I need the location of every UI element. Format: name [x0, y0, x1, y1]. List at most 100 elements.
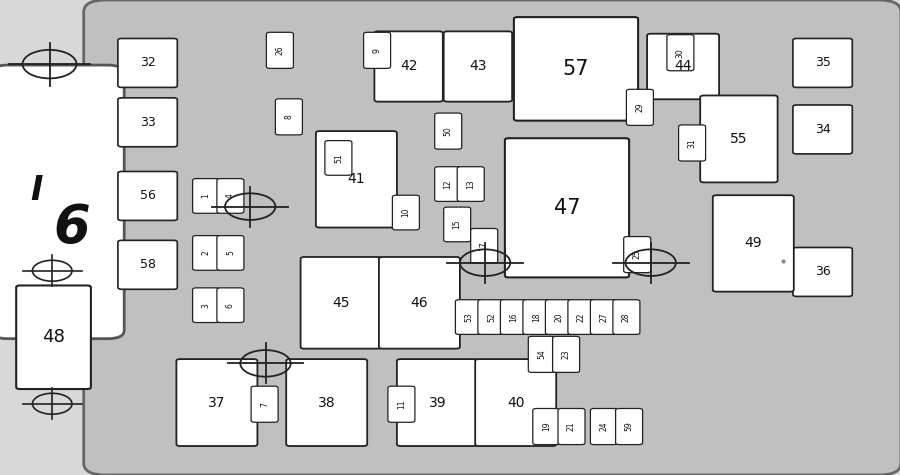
Text: 38: 38	[318, 396, 336, 409]
FancyBboxPatch shape	[118, 38, 177, 87]
FancyBboxPatch shape	[528, 336, 555, 372]
Text: 28: 28	[622, 313, 631, 322]
Text: 20: 20	[554, 312, 563, 322]
FancyBboxPatch shape	[388, 386, 415, 422]
FancyBboxPatch shape	[286, 359, 367, 446]
FancyBboxPatch shape	[251, 386, 278, 422]
Text: 48: 48	[42, 328, 65, 346]
Text: 43: 43	[469, 59, 487, 74]
FancyBboxPatch shape	[624, 237, 651, 273]
FancyBboxPatch shape	[193, 236, 220, 270]
Text: 55: 55	[730, 132, 748, 146]
FancyBboxPatch shape	[457, 167, 484, 201]
Text: 7: 7	[260, 402, 269, 407]
Text: 57: 57	[562, 59, 590, 79]
FancyBboxPatch shape	[700, 95, 778, 182]
FancyBboxPatch shape	[553, 336, 580, 372]
FancyBboxPatch shape	[374, 31, 443, 102]
Text: 24: 24	[599, 422, 608, 431]
Text: 29: 29	[635, 103, 644, 112]
FancyBboxPatch shape	[193, 179, 220, 213]
FancyBboxPatch shape	[793, 38, 852, 87]
Text: 31: 31	[688, 138, 697, 148]
FancyBboxPatch shape	[793, 247, 852, 296]
FancyBboxPatch shape	[616, 408, 643, 445]
FancyBboxPatch shape	[379, 257, 460, 349]
Text: 52: 52	[487, 312, 496, 322]
Text: 17: 17	[480, 241, 489, 251]
Text: 25: 25	[633, 250, 642, 259]
FancyBboxPatch shape	[545, 300, 572, 334]
Text: 23: 23	[562, 350, 571, 359]
Text: 47: 47	[554, 198, 580, 218]
FancyBboxPatch shape	[533, 408, 560, 445]
Text: 19: 19	[542, 422, 551, 431]
FancyBboxPatch shape	[455, 300, 482, 334]
FancyBboxPatch shape	[217, 179, 244, 213]
Text: 21: 21	[567, 422, 576, 431]
Text: 44: 44	[674, 59, 692, 74]
FancyBboxPatch shape	[478, 300, 505, 334]
Text: 11: 11	[397, 399, 406, 409]
FancyBboxPatch shape	[475, 359, 556, 446]
Text: 54: 54	[537, 350, 546, 359]
Text: 3: 3	[202, 303, 211, 308]
FancyBboxPatch shape	[471, 228, 498, 263]
FancyBboxPatch shape	[118, 98, 177, 147]
Text: 45: 45	[332, 296, 350, 310]
Text: 41: 41	[347, 172, 365, 186]
FancyBboxPatch shape	[613, 300, 640, 334]
FancyBboxPatch shape	[364, 32, 391, 68]
FancyBboxPatch shape	[590, 408, 617, 445]
FancyBboxPatch shape	[118, 171, 177, 220]
Text: 50: 50	[444, 126, 453, 136]
Text: 59: 59	[625, 422, 634, 431]
Text: 4: 4	[226, 193, 235, 199]
Text: 32: 32	[140, 57, 156, 69]
FancyBboxPatch shape	[193, 288, 220, 323]
FancyBboxPatch shape	[316, 131, 397, 228]
FancyBboxPatch shape	[301, 257, 382, 349]
FancyBboxPatch shape	[84, 0, 900, 475]
FancyBboxPatch shape	[667, 35, 694, 71]
FancyBboxPatch shape	[435, 167, 462, 201]
FancyBboxPatch shape	[392, 195, 419, 230]
Text: 5: 5	[226, 250, 235, 256]
FancyBboxPatch shape	[558, 408, 585, 445]
Text: 6: 6	[226, 303, 235, 308]
Text: 42: 42	[400, 59, 418, 74]
FancyBboxPatch shape	[568, 300, 595, 334]
FancyBboxPatch shape	[118, 240, 177, 289]
Text: 13: 13	[466, 179, 475, 189]
Text: 18: 18	[532, 313, 541, 322]
Text: 27: 27	[599, 312, 608, 322]
Text: 1: 1	[202, 194, 211, 199]
Text: 9: 9	[373, 48, 382, 53]
FancyBboxPatch shape	[590, 300, 617, 334]
FancyBboxPatch shape	[626, 89, 653, 125]
FancyBboxPatch shape	[500, 300, 527, 334]
Text: 58: 58	[140, 258, 156, 271]
Text: 53: 53	[464, 312, 473, 322]
FancyBboxPatch shape	[397, 359, 478, 446]
Text: 10: 10	[401, 208, 410, 218]
Text: 12: 12	[444, 180, 453, 189]
Text: 39: 39	[428, 396, 446, 409]
Text: 26: 26	[275, 46, 284, 55]
Text: I: I	[30, 173, 42, 207]
FancyBboxPatch shape	[217, 288, 244, 323]
Text: 30: 30	[676, 48, 685, 57]
Text: 36: 36	[814, 266, 831, 278]
Text: 56: 56	[140, 190, 156, 202]
FancyBboxPatch shape	[505, 138, 629, 277]
FancyBboxPatch shape	[16, 285, 91, 389]
Text: 35: 35	[814, 57, 831, 69]
Text: 46: 46	[410, 296, 428, 310]
FancyBboxPatch shape	[266, 32, 293, 68]
Text: 8: 8	[284, 114, 293, 119]
Text: 37: 37	[208, 396, 226, 409]
Text: 34: 34	[814, 123, 831, 136]
FancyBboxPatch shape	[523, 300, 550, 334]
FancyBboxPatch shape	[0, 65, 124, 339]
FancyBboxPatch shape	[793, 105, 852, 154]
